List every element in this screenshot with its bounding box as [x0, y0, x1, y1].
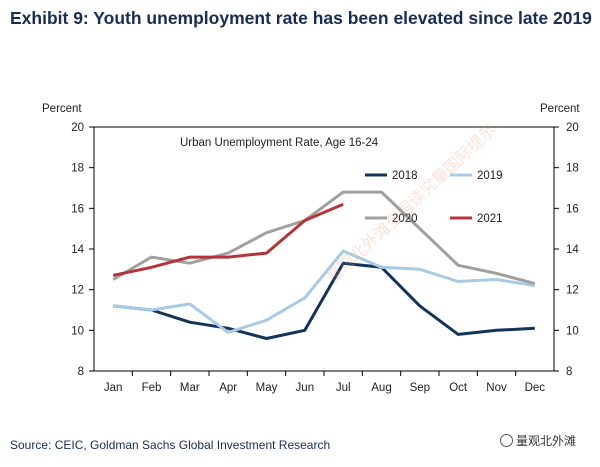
series-line-2020: [112, 190, 536, 286]
plot-area: [93, 126, 555, 372]
x-tick-label: Oct: [449, 382, 468, 394]
x-tick-label: Sep: [410, 382, 430, 394]
x-tick-label: Mar: [180, 382, 200, 394]
x-tick-label: Jul: [336, 382, 351, 394]
y-tick-label-left: 18: [71, 163, 84, 175]
series-line-2019: [113, 249, 536, 334]
wechat-icon: [500, 434, 513, 447]
source-note: Source: CEIC, Goldman Sachs Global Inves…: [10, 438, 331, 452]
y-tick-label-right: 18: [566, 163, 579, 175]
x-tick-label: Apr: [219, 382, 237, 394]
x-tick-label: Feb: [142, 382, 162, 394]
x-tick-label: Aug: [371, 382, 391, 394]
y-tick-label-left: 12: [71, 285, 84, 297]
x-tick-label: Dec: [525, 382, 546, 394]
y-tick-label-left: 16: [71, 203, 84, 215]
x-tick-label: May: [256, 382, 278, 394]
chart-subtitle: Urban Unemployment Rate, Age 16-24: [180, 137, 379, 149]
page-title: Exhibit 9: Youth unemployment rate has b…: [10, 8, 592, 28]
legend-label-2018: 2018: [392, 170, 418, 182]
y-tick-label-left: 10: [71, 325, 84, 337]
legend-label-2020: 2020: [392, 213, 418, 225]
y-tick-label-right: 10: [566, 325, 579, 337]
y-tick-label-right: 8: [566, 366, 572, 378]
x-tick-label: Jan: [104, 382, 123, 394]
y-tick-label-right: 14: [566, 244, 579, 256]
y-tick-label-right: 16: [566, 203, 579, 215]
y-tick-label-left: 20: [71, 122, 84, 134]
y-tick-label-right: 20: [566, 122, 579, 134]
y-axis-label-right: Percent: [540, 103, 580, 115]
series-line-2018: [113, 261, 535, 340]
legend-label-2019: 2019: [477, 170, 503, 182]
y-tick-label-left: 8: [78, 366, 84, 378]
series-line-2021: [112, 202, 344, 277]
y-axis-label-left: Percent: [42, 103, 82, 115]
x-tick-label: Nov: [486, 382, 507, 394]
watermark-label: 量观北外滩: [516, 434, 577, 448]
legend-label-2021: 2021: [477, 213, 503, 225]
y-tick-label-left: 14: [71, 244, 84, 256]
line-chart: Percent Percent Urban Unemployment Rate,…: [42, 103, 580, 394]
y-tick-label-right: 12: [566, 285, 579, 297]
watermark: 量观北外滩: [500, 432, 576, 449]
x-tick-label: Jun: [296, 382, 315, 394]
